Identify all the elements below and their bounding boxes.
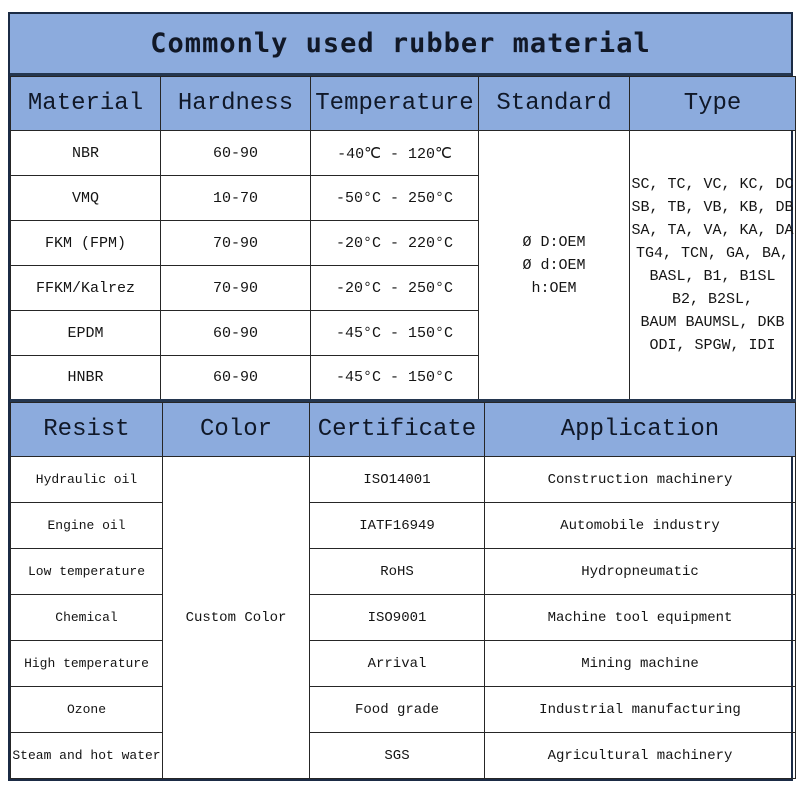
resist-cell: Ozone (10, 686, 163, 733)
rubber-material-sheet: Commonly used rubber material Material H… (8, 12, 796, 781)
header-cell-certificate: Certificate (309, 402, 485, 457)
certificate-cell: SGS (309, 732, 485, 779)
header-cell-temperature: Temperature (310, 76, 479, 131)
certificate-cell: Food grade (309, 686, 485, 733)
header-cell-hardness: Hardness (160, 76, 311, 131)
material-cell: FFKM/Kalrez (10, 265, 161, 311)
type-line: ODI, SPGW, IDI (649, 337, 776, 354)
table-row: Hydraulic oil Custom Color ISO14001 Cons… (10, 456, 796, 779)
table-row: Ozone Food grade Industrial manufacturin… (10, 686, 796, 733)
resist-cell: High temperature (10, 640, 163, 687)
type-line: SA, TA, VA, KA, DA (631, 222, 794, 239)
material-cell: VMQ (10, 175, 161, 221)
type-line: TG4, TCN, GA, BA, (635, 245, 790, 262)
hardness-cell: 70-90 (160, 220, 311, 266)
custom-color-cell: Custom Color (162, 456, 310, 779)
materials-table: Material Hardness Temperature Standard T… (10, 76, 796, 402)
standard-line: h:OEM (531, 279, 577, 297)
table-row: NBR 60-90 -40℃ - 120℃ Ø D:OEM Ø d:OEM h:… (10, 130, 796, 401)
temperature-cell: -40℃ - 120℃ (310, 130, 479, 176)
standard-cell: Ø D:OEM Ø d:OEM h:OEM (478, 130, 630, 401)
application-cell: Automobile industry (484, 502, 796, 549)
temperature-cell: -20°C - 220°C (310, 220, 479, 266)
resist-cell: Hydraulic oil (10, 456, 163, 503)
header-cell-resist: Resist (10, 402, 163, 457)
table-row: Engine oil IATF16949 Automobile industry (10, 502, 796, 549)
header-cell-application: Application (484, 402, 796, 457)
table-row: EPDM 60-90 -45°C - 150°C (10, 310, 796, 356)
application-cell: Mining machine (484, 640, 796, 687)
material-cell: NBR (10, 130, 161, 176)
hardness-cell: 10-70 (160, 175, 311, 221)
resist-cell: Steam and hot water (10, 732, 163, 779)
certificate-cell: ISO9001 (309, 594, 485, 641)
table-row: HNBR 60-90 -45°C - 150°C (10, 355, 796, 401)
application-cell: Hydropneumatic (484, 548, 796, 595)
material-cell: EPDM (10, 310, 161, 356)
standard-line: Ø d:OEM (522, 256, 586, 274)
header-cell-type: Type (629, 76, 796, 131)
temperature-cell: -45°C - 150°C (310, 310, 479, 356)
material-cell: FKM (FPM) (10, 220, 161, 266)
table-row: Low temperature RoHS Hydropneumatic (10, 548, 796, 595)
certificate-cell: IATF16949 (309, 502, 485, 549)
application-cell: Machine tool equipment (484, 594, 796, 641)
type-line: B2, B2SL, (671, 291, 753, 308)
application-cell: Agricultural machinery (484, 732, 796, 779)
type-line: BAUM BAUMSL, DKB (640, 314, 785, 331)
header-cell-color: Color (162, 402, 310, 457)
properties-header-row: Resist Color Certificate Application (10, 402, 796, 457)
hardness-cell: 60-90 (160, 130, 311, 176)
properties-table: Resist Color Certificate Application Hyd… (10, 402, 796, 779)
hardness-cell: 60-90 (160, 355, 311, 401)
material-cell: HNBR (10, 355, 161, 401)
materials-header-row: Material Hardness Temperature Standard T… (10, 76, 796, 131)
temperature-cell: -50°C - 250°C (310, 175, 479, 221)
header-cell-standard: Standard (478, 76, 630, 131)
temperature-cell: -20°C - 250°C (310, 265, 479, 311)
resist-cell: Chemical (10, 594, 163, 641)
resist-cell: Engine oil (10, 502, 163, 549)
type-line: SC, TC, VC, KC, DC (631, 176, 794, 193)
standard-line: Ø D:OEM (522, 233, 586, 251)
hardness-cell: 60-90 (160, 310, 311, 356)
type-line: BASL, B1, B1SL (649, 268, 776, 285)
table-row: Steam and hot water SGS Agricultural mac… (10, 732, 796, 779)
page-title: Commonly used rubber material (10, 14, 791, 76)
certificate-cell: ISO14001 (309, 456, 485, 503)
certificate-cell: RoHS (309, 548, 485, 595)
table-row: VMQ 10-70 -50°C - 250°C (10, 175, 796, 221)
type-line: SB, TB, VB, KB, DB (631, 199, 794, 216)
application-cell: Industrial manufacturing (484, 686, 796, 733)
application-cell: Construction machinery (484, 456, 796, 503)
type-cell: SC, TC, VC, KC, DC SB, TB, VB, KB, DB SA… (629, 130, 796, 401)
resist-cell: Low temperature (10, 548, 163, 595)
table-row: High temperature Arrival Mining machine (10, 640, 796, 687)
hardness-cell: 70-90 (160, 265, 311, 311)
temperature-cell: -45°C - 150°C (310, 355, 479, 401)
certificate-cell: Arrival (309, 640, 485, 687)
table-row: Chemical ISO9001 Machine tool equipment (10, 594, 796, 641)
header-cell-material: Material (10, 76, 161, 131)
table-row: FFKM/Kalrez 70-90 -20°C - 250°C (10, 265, 796, 311)
table-row: FKM (FPM) 70-90 -20°C - 220°C (10, 220, 796, 266)
